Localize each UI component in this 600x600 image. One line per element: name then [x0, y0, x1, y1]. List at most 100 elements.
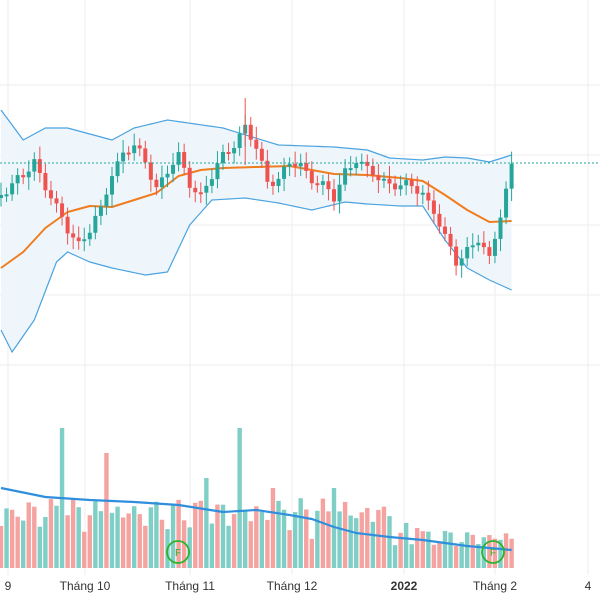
- volume-bar[interactable]: [15, 516, 20, 568]
- volume-bar[interactable]: [32, 506, 37, 568]
- volume-bar[interactable]: [176, 499, 181, 568]
- candle[interactable]: [470, 245, 475, 248]
- volume-bar[interactable]: [304, 509, 309, 568]
- volume-bar[interactable]: [148, 507, 154, 568]
- candle[interactable]: [221, 152, 225, 164]
- candle[interactable]: [476, 242, 481, 246]
- volume-bar[interactable]: [154, 501, 159, 568]
- candle[interactable]: [387, 178, 392, 184]
- candle[interactable]: [409, 180, 414, 187]
- volume-bar[interactable]: [376, 509, 381, 568]
- volume-bar[interactable]: [276, 500, 281, 568]
- volume-bar[interactable]: [98, 511, 104, 568]
- volume-bar[interactable]: [315, 510, 320, 568]
- volume-bar[interactable]: [442, 530, 448, 568]
- candle[interactable]: [37, 159, 42, 174]
- volume-bar[interactable]: [187, 527, 192, 568]
- candle[interactable]: [492, 238, 497, 256]
- candle[interactable]: [343, 168, 348, 185]
- volume-bar[interactable]: [198, 500, 203, 568]
- volume-bar[interactable]: [359, 512, 364, 568]
- volume-bar[interactable]: [93, 501, 98, 568]
- volume-bar[interactable]: [109, 512, 115, 568]
- candle[interactable]: [309, 170, 314, 184]
- candle[interactable]: [287, 163, 292, 167]
- candle[interactable]: [332, 189, 336, 202]
- candle[interactable]: [337, 184, 342, 202]
- volume-bar[interactable]: [65, 515, 70, 568]
- volume-bar[interactable]: [104, 453, 109, 568]
- volume-bar[interactable]: [431, 544, 437, 568]
- candle[interactable]: [171, 164, 176, 174]
- candle[interactable]: [348, 168, 353, 171]
- candle[interactable]: [60, 203, 65, 217]
- candle[interactable]: [454, 246, 459, 266]
- candle[interactable]: [381, 178, 386, 181]
- candles[interactable]: [0, 98, 514, 278]
- volume-bar[interactable]: [309, 538, 314, 568]
- volume-bar[interactable]: [509, 538, 514, 568]
- volume-bar[interactable]: [126, 513, 131, 568]
- candle[interactable]: [48, 190, 53, 199]
- candle[interactable]: [487, 247, 492, 256]
- volume-bar[interactable]: [392, 545, 398, 568]
- volume-bar[interactable]: [265, 519, 270, 568]
- volume-bar[interactable]: [370, 521, 376, 568]
- volume-bar[interactable]: [248, 521, 253, 568]
- volume-bar[interactable]: [120, 517, 126, 568]
- candle[interactable]: [365, 161, 370, 166]
- candle[interactable]: [209, 179, 214, 186]
- candle[interactable]: [98, 206, 103, 216]
- volume-bar[interactable]: [465, 532, 470, 568]
- candle[interactable]: [104, 194, 109, 207]
- candle[interactable]: [226, 152, 231, 155]
- candle[interactable]: [481, 242, 486, 248]
- volume-bar[interactable]: [115, 506, 120, 568]
- candle[interactable]: [276, 178, 281, 186]
- volume-bar[interactable]: [281, 509, 287, 568]
- volume-bar[interactable]: [259, 511, 265, 568]
- candle[interactable]: [504, 188, 509, 218]
- candle[interactable]: [282, 166, 287, 179]
- volume-bar[interactable]: [43, 516, 48, 568]
- candle[interactable]: [326, 181, 331, 190]
- volume-bar[interactable]: [70, 498, 76, 568]
- volume-bar[interactable]: [437, 542, 442, 568]
- candle[interactable]: [415, 186, 420, 194]
- candle[interactable]: [176, 152, 181, 165]
- candle[interactable]: [443, 226, 447, 234]
- volume-bar[interactable]: [498, 539, 503, 568]
- candle[interactable]: [159, 177, 164, 188]
- volume-bar[interactable]: [21, 520, 26, 568]
- candle[interactable]: [254, 139, 259, 149]
- candle[interactable]: [21, 175, 26, 178]
- candle[interactable]: [215, 163, 220, 180]
- volume-bar[interactable]: [231, 514, 237, 568]
- volume-bar[interactable]: [365, 507, 370, 568]
- candle[interactable]: [87, 232, 92, 240]
- candle[interactable]: [426, 192, 431, 201]
- volume-bar[interactable]: [137, 514, 142, 568]
- candle[interactable]: [393, 183, 398, 190]
- volume-bar[interactable]: [503, 533, 509, 568]
- candle[interactable]: [15, 175, 20, 184]
- candle[interactable]: [32, 159, 37, 172]
- candle[interactable]: [71, 233, 76, 238]
- volume-bar[interactable]: [143, 525, 148, 568]
- volume-bar[interactable]: [487, 535, 492, 568]
- candle[interactable]: [76, 237, 81, 242]
- candle[interactable]: [93, 215, 98, 233]
- candle[interactable]: [398, 185, 403, 190]
- candle[interactable]: [420, 192, 425, 195]
- volume-bar[interactable]: [220, 504, 226, 568]
- volume-bar[interactable]: [132, 506, 137, 568]
- volume-bar[interactable]: [209, 523, 215, 568]
- volume-bar[interactable]: [320, 498, 326, 568]
- volume-bar[interactable]: [226, 525, 231, 568]
- candle[interactable]: [298, 163, 303, 167]
- volume-bar[interactable]: [37, 526, 43, 568]
- volume-bars[interactable]: [0, 428, 514, 568]
